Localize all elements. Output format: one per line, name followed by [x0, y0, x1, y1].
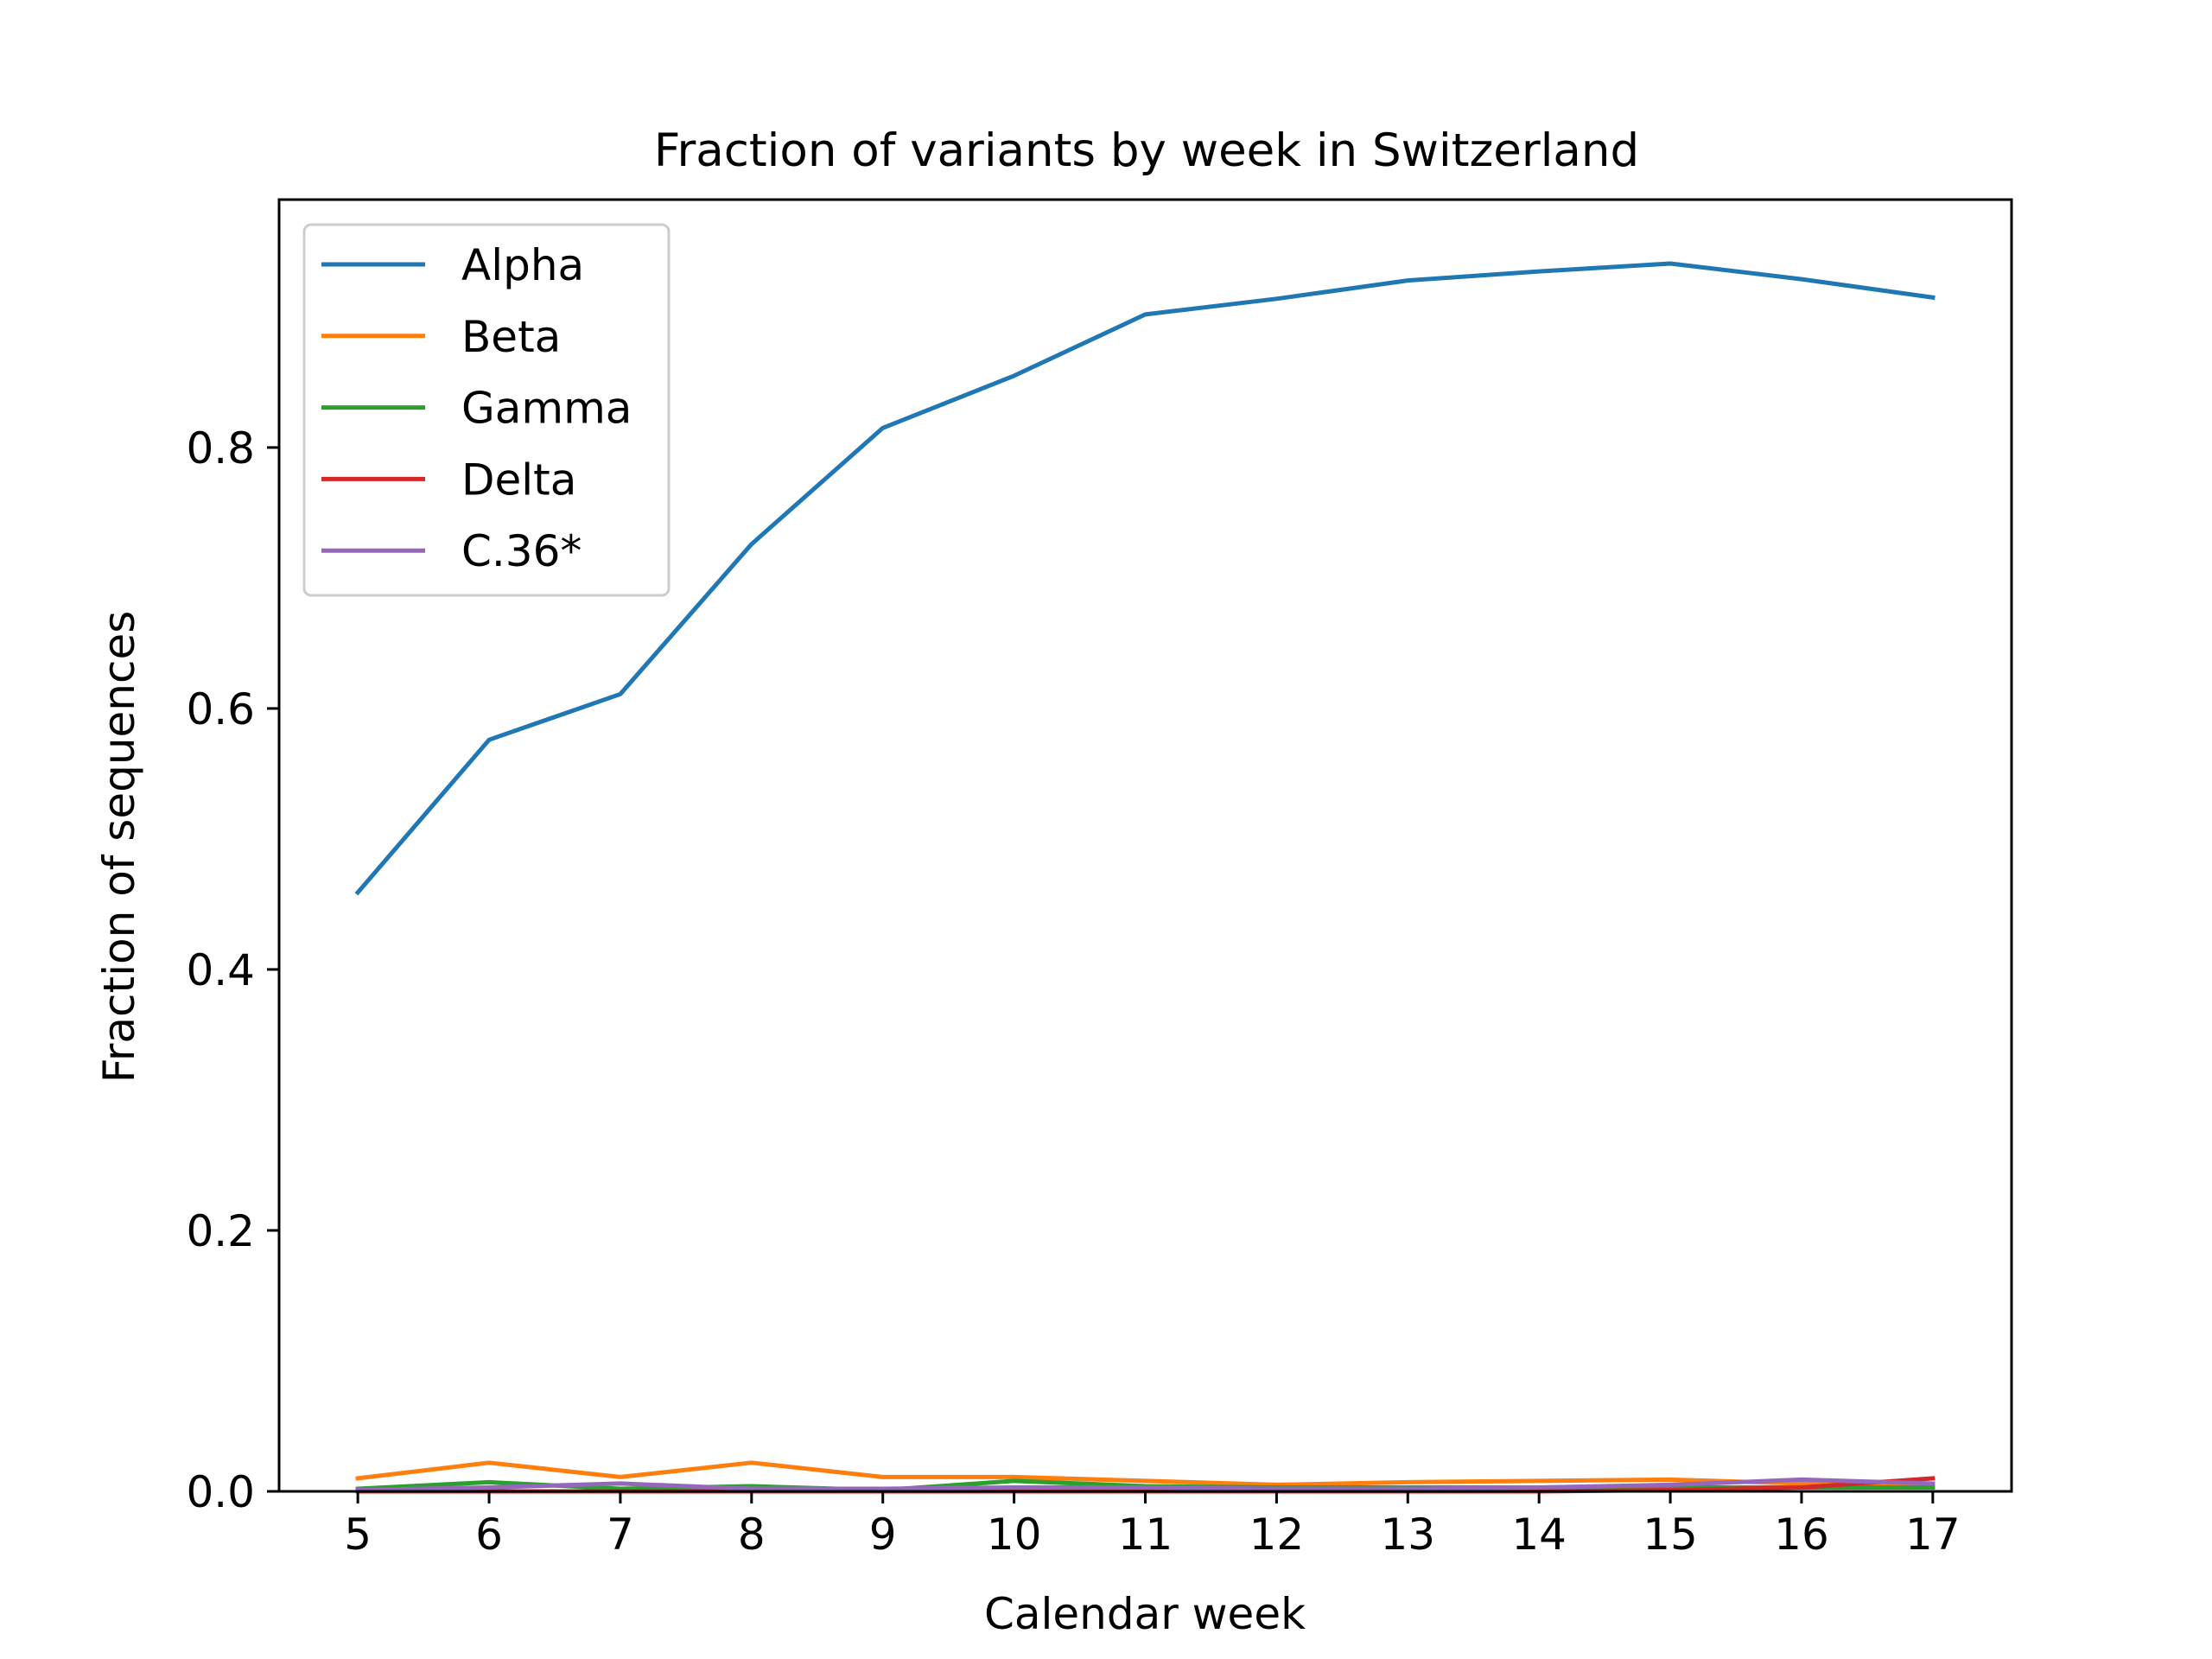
legend-label-0: Alpha	[461, 240, 584, 290]
legend-box	[302, 223, 671, 597]
x-tick-label: 10	[987, 1510, 1042, 1560]
x-tick-label: 11	[1118, 1510, 1173, 1560]
x-tick-label: 17	[1905, 1510, 1961, 1560]
y-tick-label: 0.2	[186, 1206, 255, 1256]
legend-label-1: Beta	[461, 312, 561, 362]
x-tick-label: 12	[1249, 1510, 1305, 1560]
x-tick-label: 15	[1643, 1510, 1698, 1560]
y-tick-label: 0.0	[186, 1467, 255, 1517]
series-line-1	[355, 1460, 1936, 1489]
legend-label-3: Delta	[461, 454, 576, 505]
x-tick-label: 13	[1380, 1510, 1435, 1560]
series-line-0	[354, 261, 1936, 896]
legend-label-4: C.36*	[461, 526, 582, 576]
y-tick-label: 0.8	[186, 423, 255, 474]
y-tick-label: 0.4	[186, 945, 255, 995]
x-axis-label: Calendar week	[984, 1589, 1306, 1639]
y-axis-label: Fraction of sequences	[94, 611, 144, 1084]
y-axis: 0.0 0.2 0.4 0.6 0.8	[186, 423, 279, 1517]
x-tick-label: 8	[738, 1510, 766, 1560]
x-tick-label: 5	[344, 1510, 372, 1560]
chart-title: Fraction of variants by week in Switzerl…	[654, 124, 1639, 177]
legend-label-2: Gamma	[461, 384, 632, 434]
series-line-4	[355, 1477, 1936, 1493]
x-tick-label: 16	[1774, 1510, 1829, 1560]
y-tick-label: 0.6	[186, 684, 255, 734]
x-axis: 5 6 7 8 9 10 11 12 13 14 15 16 17	[344, 1491, 1961, 1560]
x-tick-label: 7	[607, 1510, 634, 1560]
x-tick-label: 6	[475, 1510, 503, 1560]
x-tick-label: 14	[1511, 1510, 1567, 1560]
x-tick-label: 9	[869, 1510, 897, 1560]
legend: Alpha Beta Gamma Delta C.36*	[302, 223, 671, 597]
